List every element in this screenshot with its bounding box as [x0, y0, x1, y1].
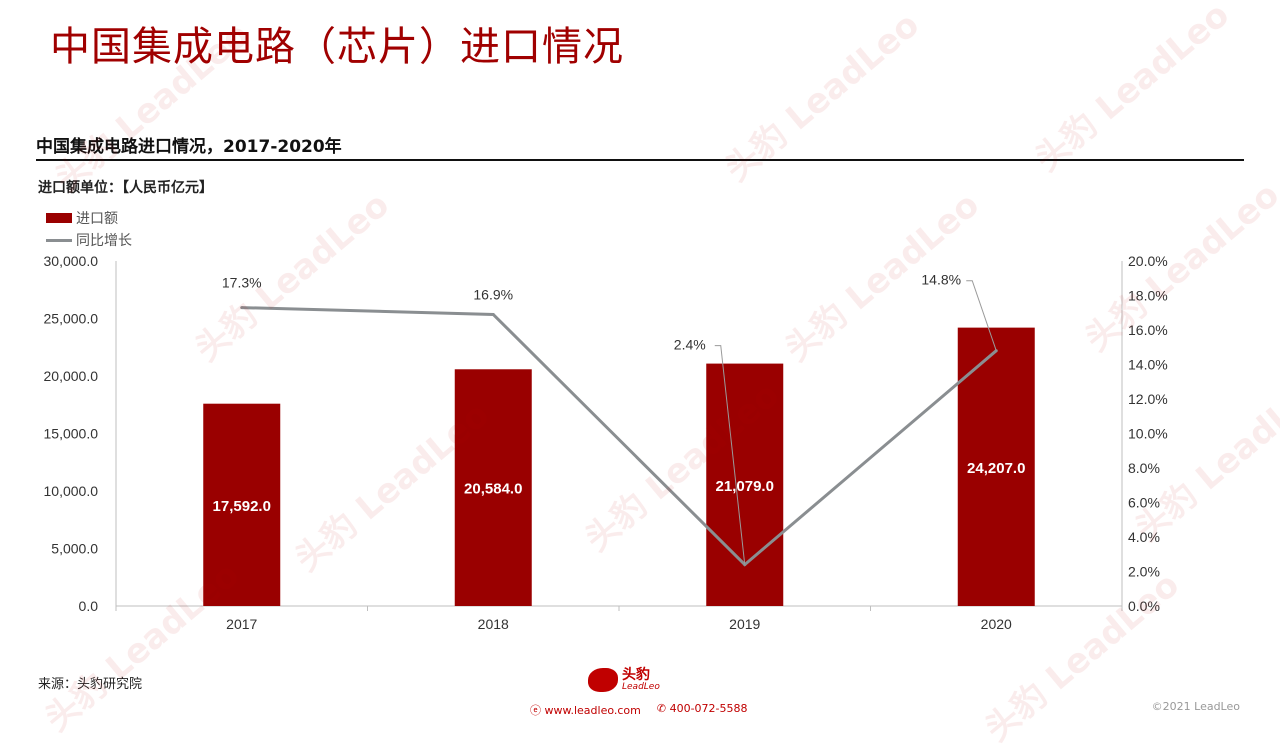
x-tick-label: 2019	[729, 616, 760, 632]
y-right-tick-label: 6.0%	[1128, 495, 1160, 511]
website-text: www.leadleo.com	[544, 704, 641, 717]
phone-text: 400-072-5588	[669, 702, 748, 715]
y-right-tick-label: 20.0%	[1128, 253, 1168, 269]
phone-icon: ✆	[656, 702, 670, 715]
bar-value-label: 20,584.0	[464, 481, 522, 498]
growth-value-label: 14.8%	[921, 272, 961, 288]
y-left-tick-label: 15,000.0	[44, 426, 99, 442]
y-left-tick-label: 20,000.0	[44, 368, 99, 384]
x-tick-label: 2018	[478, 616, 509, 632]
logo-en-text: LeadLeo	[622, 682, 660, 692]
combo-chart: 0.0 5,000.0 10,000.0 15,000.0 20,000.0 25,000…	[44, 253, 1168, 632]
copyright-text: ©2021 LeadLeo	[1151, 700, 1240, 713]
bar-value-label: 24,207.0	[967, 460, 1025, 477]
logo-cn-text: 头豹	[622, 667, 650, 683]
x-tick-label: 2017	[226, 616, 257, 632]
legend-line-swatch	[46, 238, 72, 242]
leader-line	[966, 280, 997, 351]
y-right-tick-label: 4.0%	[1128, 529, 1160, 545]
y-right-tick-label: 18.0%	[1128, 288, 1168, 304]
leader-line	[714, 345, 746, 565]
bar-value-label: 17,592.0	[213, 498, 271, 515]
y-left-tick-label: 5,000.0	[51, 541, 98, 557]
y-right-tick-label: 12.0%	[1128, 391, 1168, 407]
legend-line-label: 同比增长	[76, 233, 132, 249]
growth-line	[241, 306, 998, 567]
y-right-tick-label: 10.0%	[1128, 426, 1168, 442]
y-left-tick-label: 0.0	[79, 598, 99, 614]
bar-2018	[454, 369, 532, 606]
globe-icon: ⓔ	[530, 704, 545, 717]
legend-item-line: 同比增长	[46, 229, 132, 251]
growth-point-2017	[240, 306, 244, 310]
y-left-tick-label: 25,000.0	[44, 311, 99, 327]
unit-label: 进口额单位：【人民币亿元】	[38, 180, 213, 196]
y-right-tick-label: 8.0%	[1128, 460, 1160, 476]
leopard-logo-icon	[588, 668, 618, 692]
y-left-tick-label: 10,000.0	[44, 483, 99, 499]
footer-logo: 头豹 LeadLeo	[588, 668, 660, 692]
legend-bar-label: 进口额	[76, 211, 118, 227]
phone-info: ✆ 400-072-5588	[657, 702, 748, 718]
title-divider	[36, 159, 1244, 161]
page-title: 中国集成电路（芯片）进口情况	[50, 24, 624, 70]
legend-item-bar: 进口额	[46, 207, 132, 229]
legend-bar-swatch	[46, 213, 72, 223]
y-right-tick-label: 14.0%	[1128, 357, 1168, 373]
source-note: 来源：头豹研究院	[38, 677, 143, 692]
y-left-tick-label: 30,000.0	[44, 253, 99, 269]
y-right-tick-label: 2.0%	[1128, 564, 1160, 580]
growth-point-2018	[491, 312, 495, 316]
website-link[interactable]: ⓔ www.leadleo.com	[530, 702, 641, 718]
y-right-tick-label: 0.0%	[1128, 598, 1160, 614]
chart-subtitle: 中国集成电路进口情况，2017-2020年	[36, 137, 342, 157]
footer-contact: ⓔ www.leadleo.com ✆ 400-072-5588	[530, 702, 748, 718]
x-tick-label: 2020	[981, 616, 1012, 632]
chart-legend: 进口额 同比增长	[46, 207, 132, 251]
growth-value-label: 16.9%	[473, 286, 513, 302]
growth-value-label: 2.4%	[674, 337, 706, 353]
bar-value-label: 21,079.0	[716, 478, 774, 495]
y-right-tick-label: 16.0%	[1128, 322, 1168, 338]
bar-2017	[203, 403, 281, 606]
growth-value-label: 17.3%	[222, 275, 262, 291]
